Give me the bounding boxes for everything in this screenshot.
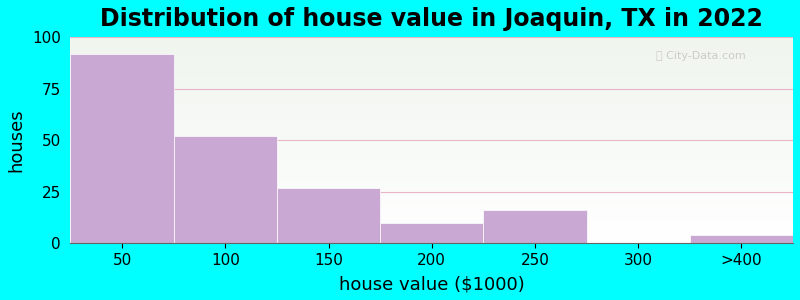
Bar <box>380 223 483 243</box>
X-axis label: house value ($1000): house value ($1000) <box>339 275 525 293</box>
Bar <box>277 188 380 243</box>
Bar <box>70 54 174 243</box>
Text: ⓘ City-Data.com: ⓘ City-Data.com <box>656 52 746 61</box>
Bar <box>690 235 793 243</box>
Title: Distribution of house value in Joaquin, TX in 2022: Distribution of house value in Joaquin, … <box>100 7 763 31</box>
Bar <box>174 136 277 243</box>
Bar <box>483 210 586 243</box>
Y-axis label: houses: houses <box>7 108 25 172</box>
